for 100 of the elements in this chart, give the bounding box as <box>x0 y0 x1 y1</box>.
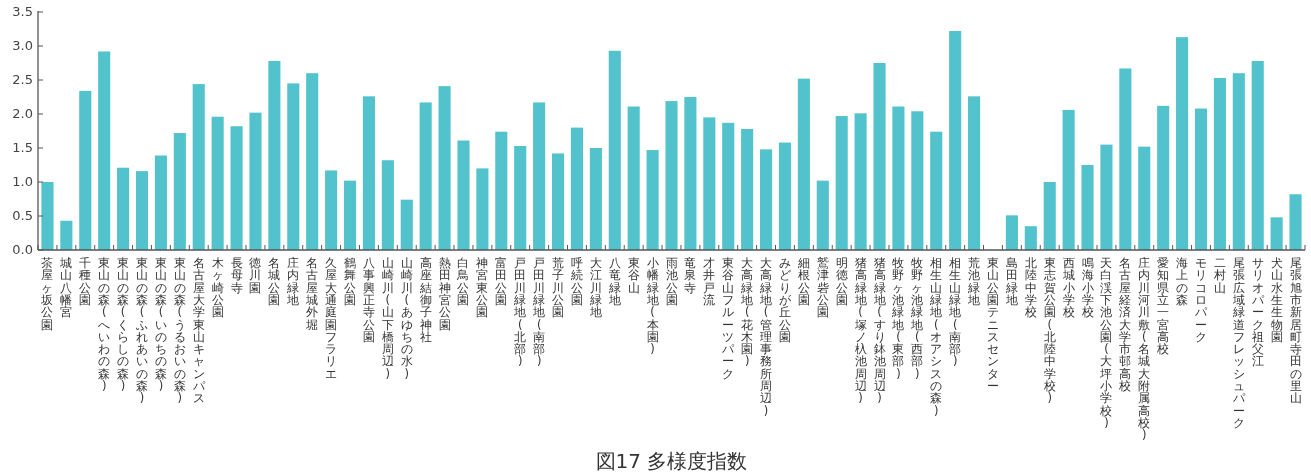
bar <box>306 73 319 250</box>
bar <box>589 148 602 250</box>
bar <box>646 150 659 250</box>
x-tick-label: 長母寺 <box>230 256 243 295</box>
category-label: 東山の森(くらしの森) <box>117 256 130 393</box>
bar <box>1081 165 1094 250</box>
bar <box>41 182 54 250</box>
category-label: 東山の森(うるおいの森) <box>173 256 186 406</box>
bar <box>1232 73 1245 250</box>
bar <box>381 160 394 250</box>
x-tick-label: 鳴海小学校 <box>1080 256 1094 320</box>
category-label: 牧野ヶ池緑地(西部) <box>911 256 924 381</box>
y-tick-label: 0.0 <box>12 241 33 257</box>
category-label: 庄内川河川敷(名城大附属高校) <box>1138 256 1151 443</box>
x-tick-label: 鶴舞公園 <box>344 256 357 307</box>
x-tick-label: 大江川緑地 <box>588 256 602 320</box>
bar <box>117 167 130 250</box>
category-label: 東山の森(いのちの森) <box>154 256 167 393</box>
bar <box>608 50 621 250</box>
x-tick-label: モリコロパーク <box>1193 256 1208 344</box>
bar <box>797 78 810 250</box>
category-label: 名古屋大学東山キャンパス <box>192 256 205 406</box>
bar <box>1213 77 1226 250</box>
x-tick-label: 二村山 <box>1212 256 1226 295</box>
bar <box>1119 68 1132 250</box>
bar <box>533 102 546 250</box>
bar <box>438 86 451 250</box>
bar <box>816 180 829 250</box>
y-tick-label: 0.5 <box>12 207 33 223</box>
y-tick-label: 3.0 <box>12 37 33 53</box>
x-tick-label: 八事興正寺公園 <box>362 256 375 344</box>
bar <box>665 101 678 250</box>
bar <box>457 140 470 250</box>
y-tick-label: 1.5 <box>12 139 33 155</box>
x-tick-label: 城山八幡宮 <box>59 256 73 320</box>
bar <box>192 84 205 250</box>
category-label: 尾張旭市新居町寺田の里山 <box>1289 256 1302 406</box>
bar <box>1289 194 1302 250</box>
category-label: 戸田川緑地(南部) <box>533 256 546 369</box>
bar <box>1043 182 1056 250</box>
bar <box>930 131 943 250</box>
bar <box>778 142 792 250</box>
bar <box>722 122 735 250</box>
category-label: 牧野ヶ池緑地(東部) <box>892 256 905 381</box>
category-label: 山崎川(山下橋周辺) <box>381 256 394 381</box>
bar <box>495 131 508 250</box>
category-label: 天白渓下池公園(大坪小学校) <box>1100 256 1113 430</box>
x-tick-label: 愛知県立一宮高校 <box>1156 256 1170 357</box>
x-tick-label: 八竜緑地 <box>607 256 621 307</box>
category-label: 戸田川緑地(北部) <box>514 256 527 369</box>
x-tick-label: 庄内緑地 <box>286 256 300 307</box>
x-tick-label: 小幡緑地(本園) <box>645 256 659 357</box>
bar <box>230 126 243 250</box>
bar <box>419 102 432 250</box>
bar <box>98 51 111 250</box>
category-label: 猪高緑地(すり鉢池周辺) <box>873 256 886 406</box>
x-tick-label: 鷲津砦公園 <box>816 256 829 320</box>
y-tick-label: 2.5 <box>12 71 33 87</box>
bar <box>551 153 565 250</box>
x-tick-label: 海上の森 <box>1176 256 1189 307</box>
bar <box>173 133 186 250</box>
bar <box>343 180 357 250</box>
bar <box>325 170 338 250</box>
bar <box>1138 146 1151 250</box>
x-tick-label: 茶屋ヶ坂公園 <box>40 256 54 332</box>
x-tick-label: 竜泉寺 <box>684 256 697 295</box>
bar <box>1270 217 1283 250</box>
bar <box>135 171 149 250</box>
x-tick-label: 島田緑地 <box>1004 256 1018 307</box>
x-tick-label: 熱田神宮公園 <box>438 256 451 332</box>
x-tick-label: 木ヶ崎公園 <box>211 256 224 320</box>
bar <box>268 60 281 250</box>
category-label: 大高緑地(管理事務所周辺) <box>760 256 773 418</box>
y-tick-label: 1.0 <box>12 173 33 189</box>
bar <box>514 145 527 250</box>
category-label: 相生山緑地(オアシスの森) <box>930 256 943 418</box>
x-tick-label: 高座結御子神社 <box>418 256 432 344</box>
category-label: 大高緑地(花木園) <box>741 256 754 369</box>
text: 図17 多様度指数 <box>595 449 748 473</box>
bar <box>911 111 924 250</box>
bar <box>892 106 905 250</box>
bar <box>1157 105 1170 250</box>
x-tick-label: 犬山水生生物園 <box>1270 256 1283 344</box>
bar <box>287 83 300 250</box>
bar <box>684 97 697 250</box>
x-tick-label: 荒池緑地 <box>967 256 981 307</box>
x-tick-label: 名城公園 <box>267 256 281 307</box>
x-tick-label: みどりが丘公園 <box>778 256 792 344</box>
bar <box>741 128 754 250</box>
category-label: 猪高緑地(塚ノ杁池周辺) <box>854 256 867 406</box>
category-label: 東志賀公園(北陸中学校) <box>1043 256 1056 406</box>
bar <box>1005 215 1018 250</box>
x-tick-label: 雨池公園 <box>665 256 678 307</box>
bar <box>949 31 962 250</box>
bar <box>211 116 224 250</box>
bar <box>968 96 981 250</box>
bar <box>627 106 640 250</box>
x-tick-label: 白鳥公園 <box>456 256 470 307</box>
bar <box>60 220 73 250</box>
x-tick-label: 東谷山 <box>627 256 640 295</box>
